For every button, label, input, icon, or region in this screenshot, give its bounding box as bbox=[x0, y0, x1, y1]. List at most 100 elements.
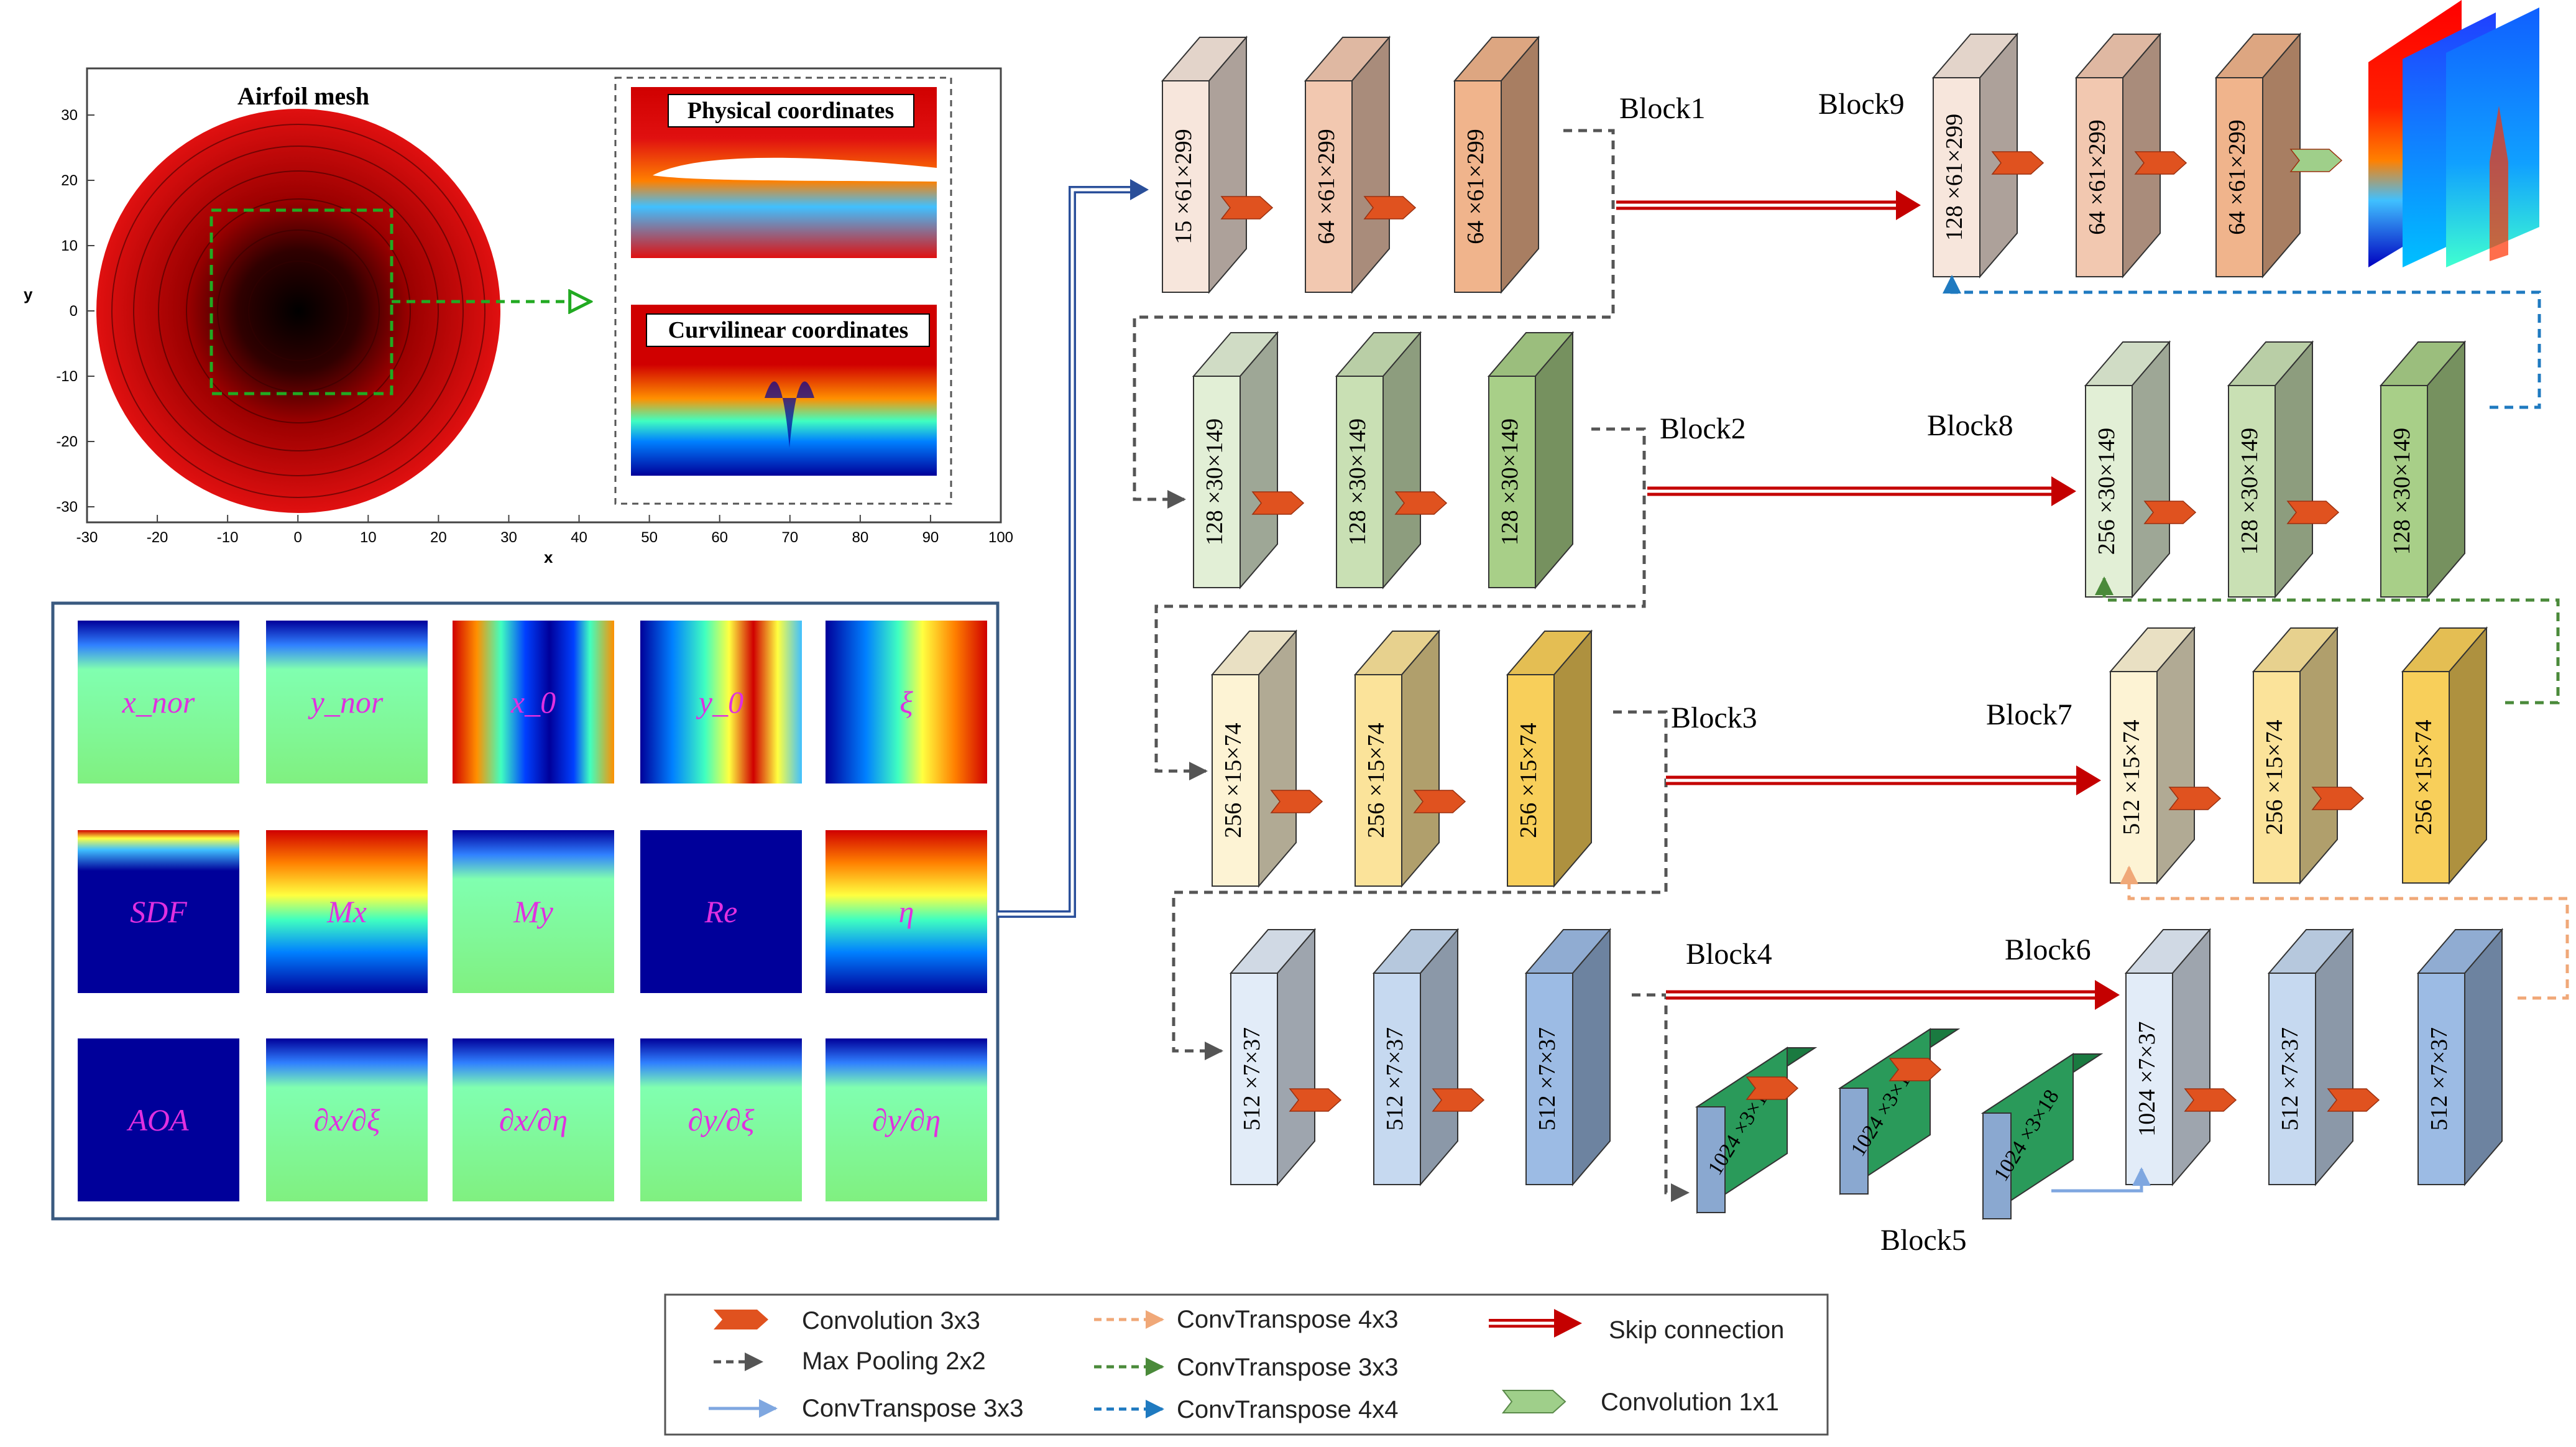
layer-dims: 512 ×7×37 bbox=[1382, 1027, 1408, 1130]
block-label: Block3 bbox=[1671, 701, 1757, 734]
feature-label: η bbox=[899, 894, 914, 929]
legend-convT4-blue: ConvTranspose 4x4 bbox=[1177, 1396, 1398, 1423]
y-tick-label: 30 bbox=[61, 107, 78, 124]
y-tick-label: 10 bbox=[61, 238, 78, 254]
layer-box: 128 ×30×149 bbox=[1192, 331, 1279, 589]
skip-connection bbox=[1616, 190, 1921, 220]
x-tick-label: -20 bbox=[147, 529, 168, 546]
skip-connection bbox=[1666, 980, 2120, 1010]
layer-box: 1024 ×7×37 bbox=[2124, 928, 2212, 1186]
mesh-disk bbox=[96, 109, 500, 513]
block-label: Block8 bbox=[1927, 409, 2013, 442]
x-tick-label: 40 bbox=[571, 529, 587, 546]
x-tick-label: 80 bbox=[852, 529, 868, 546]
conv-arrow bbox=[1270, 790, 1323, 813]
airfoil-plot: Airfoil mesh y x -30 -20 -10 0 10 20 30 40 50 60 7… bbox=[24, 67, 1013, 566]
feature-label: My bbox=[513, 894, 554, 929]
layer-dims: 512 ×7×37 bbox=[2277, 1027, 2303, 1130]
skip-connection bbox=[1666, 765, 2101, 795]
block-label: Block1 bbox=[1619, 92, 1706, 125]
layer-box: 512 ×7×37 bbox=[2416, 928, 2504, 1186]
airfoil-shape bbox=[653, 157, 937, 182]
layer-dims: 128 ×61×299 bbox=[1941, 114, 1967, 241]
y-tick-label: -10 bbox=[56, 368, 78, 385]
layer-dims: 64 ×61×299 bbox=[1313, 129, 1340, 244]
layer-box: 512 ×7×37 bbox=[1524, 928, 1612, 1186]
layer-box: 512 ×7×37 bbox=[2267, 928, 2355, 1186]
block-label: Block4 bbox=[1686, 938, 1772, 971]
network: 15 ×61×299 64 ×61×299 64 ×61×299 128 ×30×14… bbox=[1133, 0, 2569, 1257]
legend-skip-icon bbox=[1489, 1309, 1582, 1338]
x-tick-label: 100 bbox=[988, 529, 1013, 546]
layer-box: 1024 ×3×18 bbox=[1980, 1053, 2104, 1220]
x-tick-label: 90 bbox=[922, 529, 939, 546]
legend-conv1-icon bbox=[1501, 1390, 1566, 1413]
feature-label: ∂x/∂η bbox=[499, 1103, 568, 1137]
layer-dims: 512 ×7×37 bbox=[1534, 1027, 1560, 1130]
x-axis-label: x bbox=[544, 548, 553, 566]
legend-conv3: Convolution 3x3 bbox=[802, 1307, 980, 1334]
layer-box: 256 ×15×74 bbox=[2252, 626, 2339, 885]
connector bbox=[1943, 275, 2541, 409]
layer-dims: 256 ×15×74 bbox=[2261, 719, 2288, 834]
y-tick-label: 0 bbox=[70, 303, 78, 320]
legend-conv3-icon bbox=[714, 1310, 768, 1329]
x-tick-label: 10 bbox=[360, 529, 377, 546]
conv-arrow bbox=[1394, 491, 1448, 515]
y-tick-label: -30 bbox=[56, 499, 78, 515]
input-arrow bbox=[998, 179, 1149, 918]
feature-map bbox=[78, 830, 239, 993]
layer-dims: 64 ×61×299 bbox=[2224, 119, 2250, 234]
feature-label: y_0 bbox=[696, 685, 743, 719]
x-tick-label: 20 bbox=[430, 529, 447, 546]
conv-arrow bbox=[2168, 787, 2222, 810]
conv-arrow bbox=[1888, 1058, 1942, 1081]
connector bbox=[1172, 710, 1668, 1060]
conv-arrow bbox=[1220, 196, 1274, 220]
layer-dims: 512 ×15×74 bbox=[2118, 719, 2145, 834]
feature-map bbox=[826, 830, 987, 993]
connector bbox=[1632, 993, 1690, 1202]
y-tick-label: -20 bbox=[56, 433, 78, 450]
conv-arrow bbox=[2134, 151, 2187, 175]
skip-connection bbox=[1647, 476, 2076, 506]
feature-label: ∂y/∂η bbox=[872, 1103, 941, 1137]
block-label: Block7 bbox=[1986, 698, 2072, 731]
block-label: Block9 bbox=[1818, 88, 1905, 121]
feature-label: ξ bbox=[899, 685, 913, 719]
conv-arrow bbox=[2327, 1088, 2380, 1112]
layer-dims: 128 ×30×149 bbox=[1345, 418, 1371, 545]
layer-dims: 15 ×61×299 bbox=[1171, 129, 1197, 244]
feature-map bbox=[826, 1038, 987, 1201]
layer-dims: 256 ×30×149 bbox=[2094, 428, 2120, 555]
layer-box: 64 ×61×299 bbox=[1304, 35, 1391, 294]
conv-arrow bbox=[1289, 1088, 1342, 1112]
layer-box: 256 ×15×74 bbox=[1210, 629, 1298, 888]
block-label: Block5 bbox=[1880, 1224, 1967, 1257]
conv-arrow bbox=[2184, 1088, 2237, 1112]
layer-dims: 1024 ×7×37 bbox=[2134, 1021, 2160, 1136]
feature-map bbox=[266, 830, 428, 993]
y-axis-label: y bbox=[24, 285, 33, 303]
layer-box: 512 ×7×37 bbox=[1229, 928, 1317, 1186]
zoom-box bbox=[209, 208, 393, 395]
x-tick-label: 50 bbox=[641, 529, 658, 546]
feature-map bbox=[78, 1038, 239, 1201]
feature-label: AOA bbox=[126, 1103, 189, 1137]
layer-box: 1024 ×3×18 bbox=[1695, 1047, 1818, 1214]
feature-map bbox=[453, 621, 614, 784]
feature-map bbox=[640, 830, 802, 993]
inset-bottom-label: Curvilinear coordinates bbox=[668, 317, 909, 343]
layer-box: 128 ×30×149 bbox=[2227, 340, 2314, 599]
conv-arrow bbox=[1363, 196, 1417, 220]
layer-dims: 256 ×15×74 bbox=[2411, 719, 2437, 834]
layer-box: 256 ×15×74 bbox=[2401, 626, 2488, 885]
airfoil-title: Airfoil mesh bbox=[237, 82, 369, 110]
layer-dims: 256 ×15×74 bbox=[1220, 723, 1246, 838]
x-tick-label: 30 bbox=[500, 529, 517, 546]
feature-map bbox=[640, 621, 802, 784]
layer-dims: 128 ×30×149 bbox=[2237, 428, 2263, 555]
conv-arrow bbox=[1991, 151, 2045, 175]
feature-map bbox=[266, 1038, 428, 1201]
